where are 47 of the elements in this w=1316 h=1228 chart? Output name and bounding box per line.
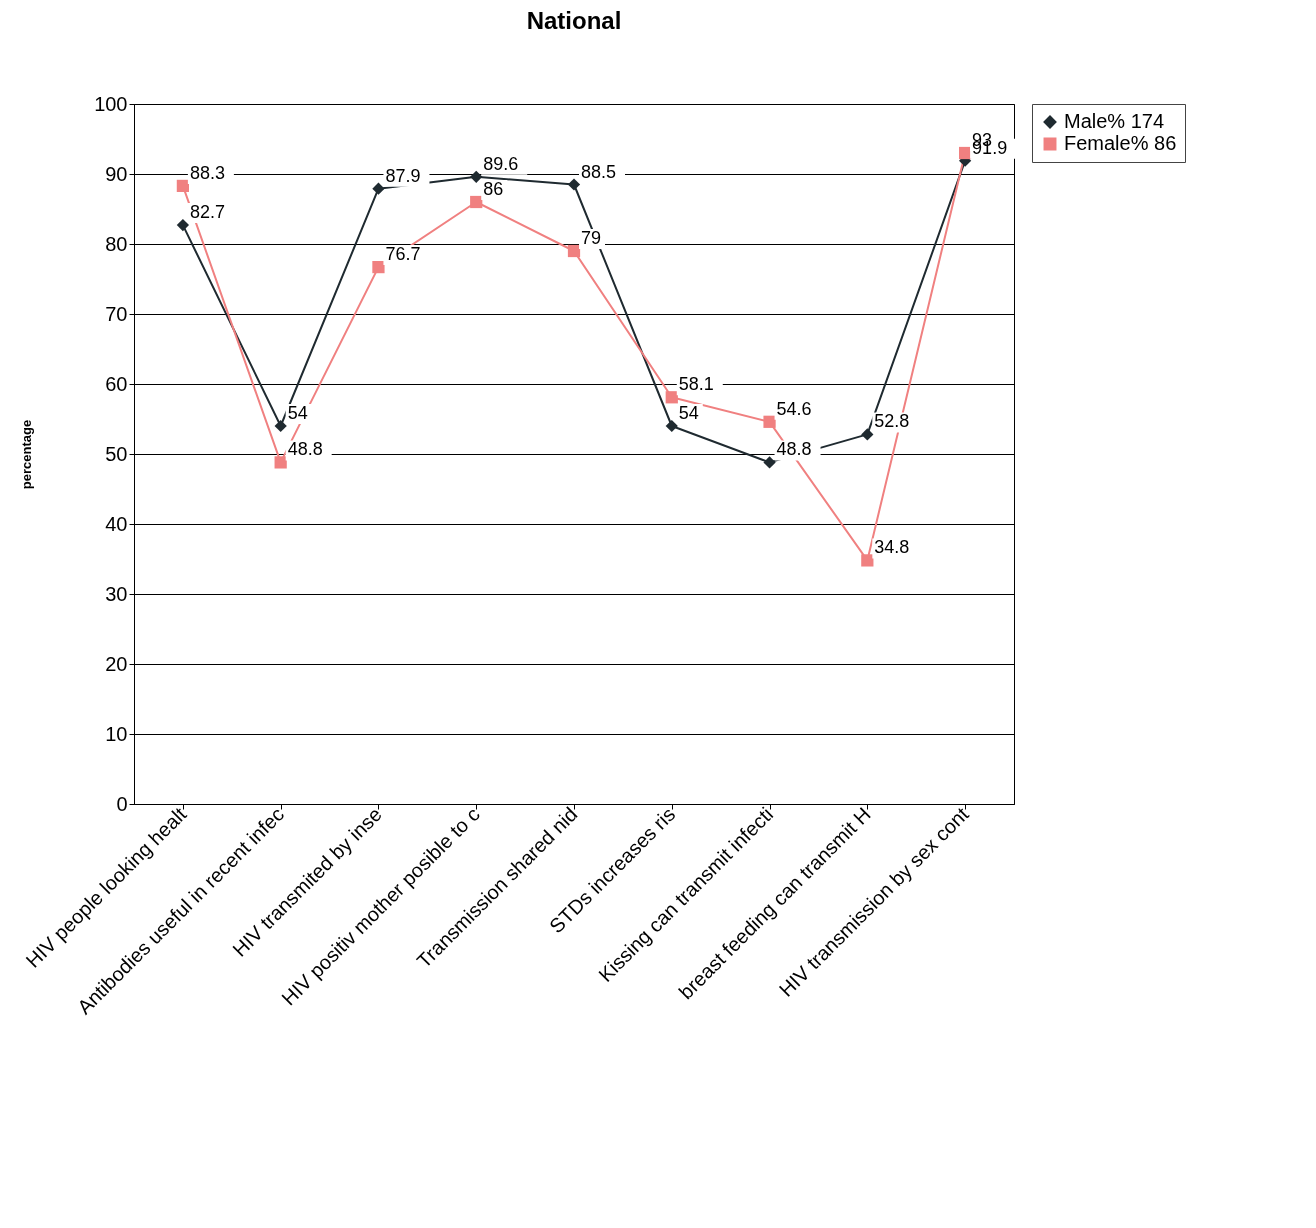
- data-label: 79: [581, 228, 602, 248]
- point: [470, 195, 483, 209]
- data-label: 86: [483, 179, 504, 199]
- data-label: 87.9: [385, 165, 421, 186]
- y-tick-label: 90: [105, 162, 128, 185]
- data-label: 58.1: [678, 374, 714, 395]
- y-tick-label: 80: [105, 232, 128, 255]
- chart-title: National: [526, 7, 622, 34]
- point: [665, 391, 678, 404]
- data-label: 76.7: [385, 244, 421, 265]
- data-label: 88.3: [189, 162, 225, 183]
- point: [861, 428, 874, 441]
- y-tick-label: 40: [105, 512, 128, 535]
- point: [763, 415, 776, 428]
- y-tick-label: 30: [105, 582, 128, 605]
- data-label: 82.7: [189, 202, 225, 223]
- point: [567, 244, 581, 258]
- y-tick-label: 70: [105, 302, 128, 325]
- data-label: 52.8: [874, 411, 910, 432]
- point: [274, 456, 287, 469]
- y-tick-label: 100: [94, 92, 128, 115]
- y-tick-label: 50: [105, 442, 128, 465]
- y-tick-label: 10: [105, 722, 128, 745]
- legend-label: Female% 86: [1064, 132, 1177, 154]
- data-label: 54.6: [776, 398, 812, 419]
- point: [470, 170, 483, 183]
- data-label: 88.5: [581, 161, 617, 182]
- point: [372, 182, 385, 195]
- y-tick-label: 20: [105, 652, 128, 675]
- y-tick-label: 0: [116, 792, 128, 815]
- point: [763, 456, 776, 469]
- legend-label: Male% 174: [1064, 110, 1165, 132]
- y-tick-label: 60: [105, 372, 128, 395]
- data-label: 54: [678, 403, 699, 423]
- point: [861, 554, 874, 567]
- data-label: 48.8: [287, 439, 323, 460]
- y-axis-title: percentage: [19, 419, 35, 490]
- point: [567, 178, 581, 191]
- point: [665, 419, 678, 433]
- data-label: 89.6: [483, 153, 519, 174]
- point: [176, 179, 190, 193]
- data-label: 34.8: [874, 537, 910, 558]
- point: [274, 419, 287, 433]
- point: [372, 260, 385, 274]
- data-label: 54: [287, 403, 308, 423]
- point: [176, 218, 190, 232]
- data-label: 48.8: [776, 439, 812, 460]
